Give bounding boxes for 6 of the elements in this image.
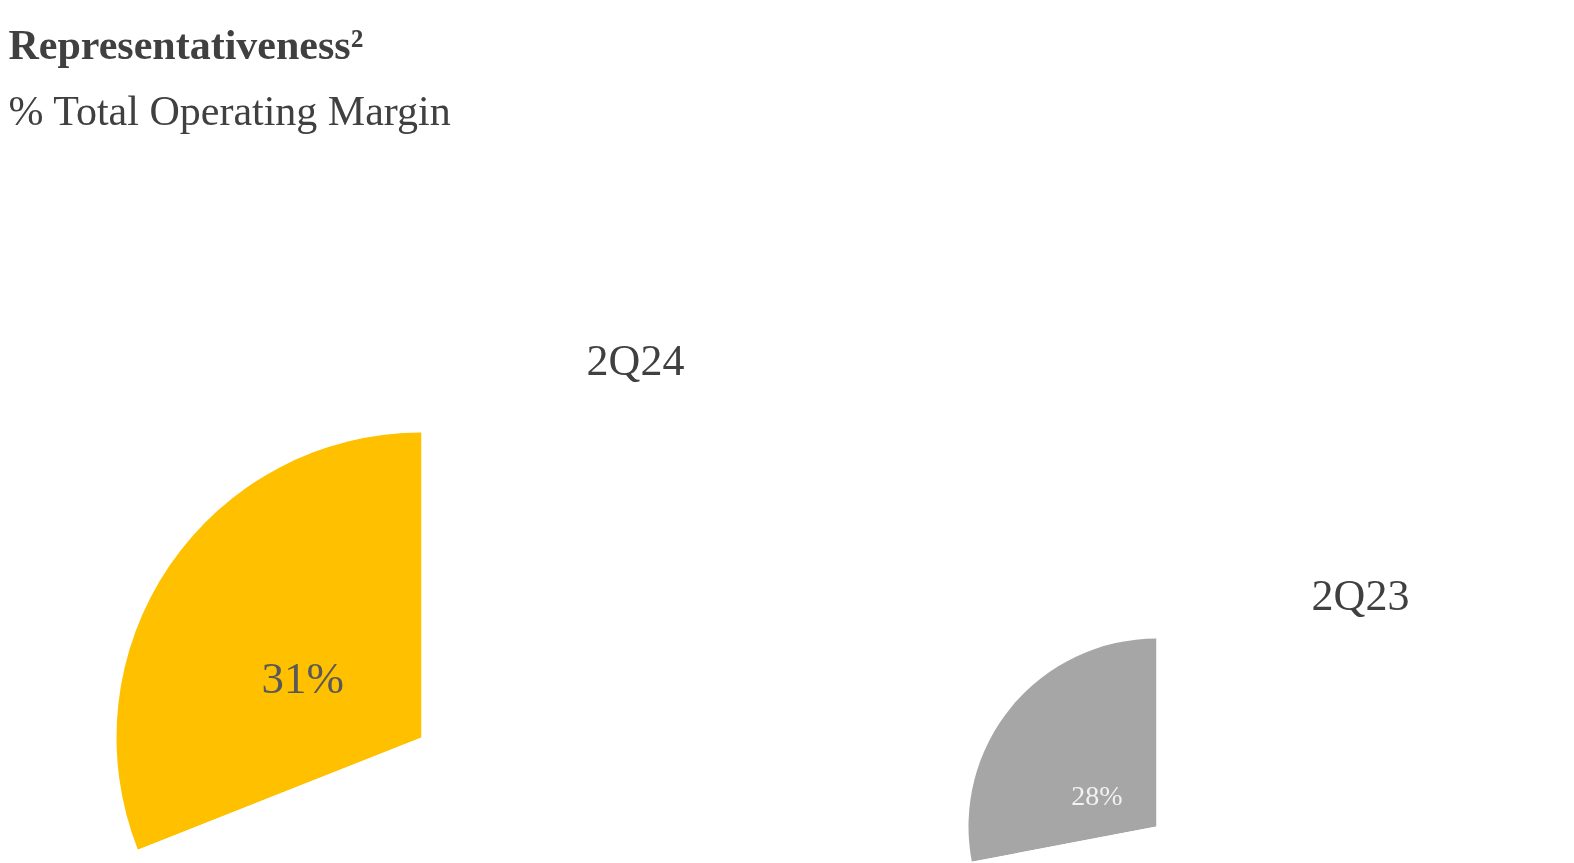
- data-label: 31%: [261, 653, 345, 704]
- text: Representativeness²: [8, 21, 364, 68]
- data-label: 28%: [1071, 780, 1123, 812]
- text: 2Q23: [1311, 571, 1410, 620]
- text: 2Q24: [586, 336, 685, 385]
- text: % Total Operating Margin: [8, 87, 451, 134]
